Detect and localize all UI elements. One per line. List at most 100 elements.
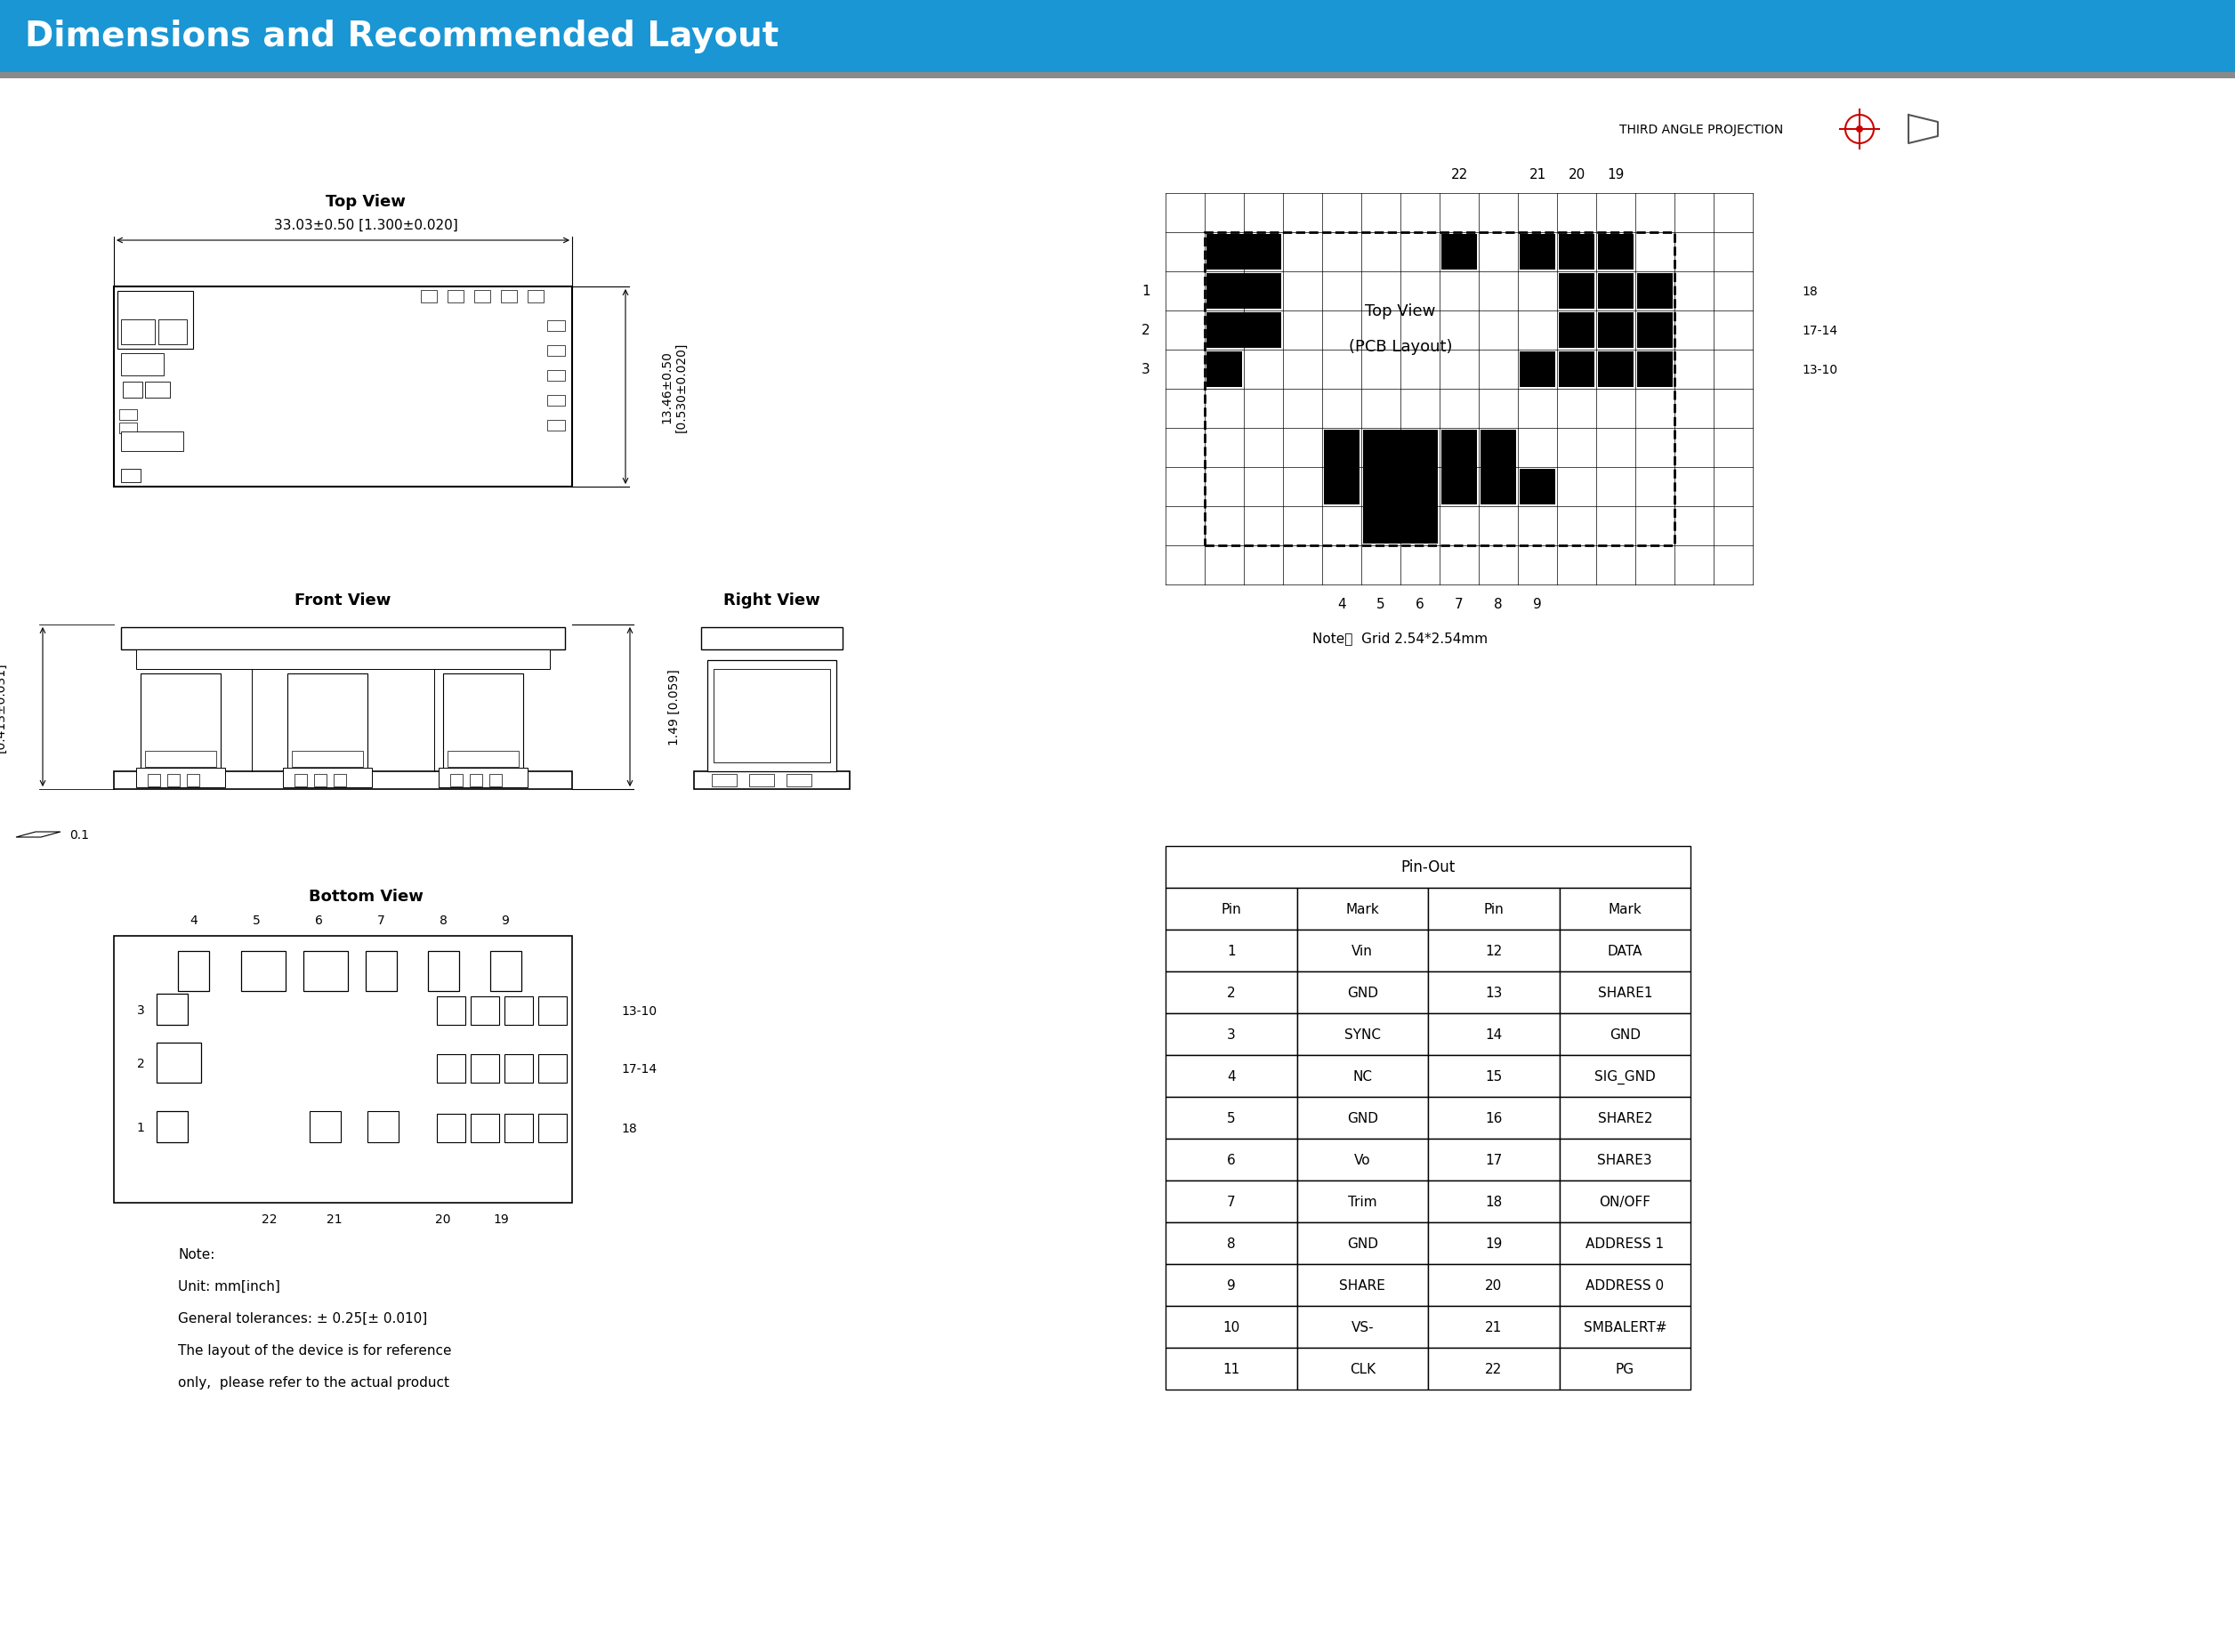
Bar [1207,312,1281,349]
Bar [145,752,217,767]
Text: 2: 2 [1227,986,1236,999]
Text: 9: 9 [1533,598,1542,611]
Bar [1296,1056,1428,1097]
Bar [367,1112,398,1143]
Bar [148,775,161,786]
Bar [702,628,843,649]
Bar [304,952,349,991]
Bar [114,771,572,790]
Bar [136,649,550,669]
Bar [1296,1348,1428,1389]
Text: SMBALERT#: SMBALERT# [1582,1320,1667,1333]
Bar [1207,352,1243,388]
Bar [311,1112,340,1143]
Bar [539,1113,568,1143]
Bar [438,768,527,788]
Text: 13.46±0.50
[0.530±0.020]: 13.46±0.50 [0.530±0.020] [662,342,688,433]
Bar [1164,1307,1296,1348]
Text: 13: 13 [1484,986,1502,999]
Bar [1164,1222,1296,1264]
Bar [1636,274,1672,309]
Text: 7: 7 [1227,1194,1236,1208]
Bar [427,952,458,991]
Text: 8: 8 [1493,598,1502,611]
Bar [474,291,489,304]
Text: 8: 8 [1227,1237,1236,1251]
Bar [695,771,849,790]
Text: 33.03±0.50 [1.300±0.020]: 33.03±0.50 [1.300±0.020] [275,218,458,231]
Bar [787,775,811,786]
Text: Vin: Vin [1352,945,1372,958]
Bar [156,995,188,1026]
Bar [121,469,141,482]
Text: 17-14: 17-14 [621,1062,657,1075]
Bar [121,433,183,451]
Bar [1164,1264,1296,1307]
Bar [141,674,221,771]
Text: 22: 22 [1451,167,1468,182]
Text: Top View: Top View [1366,304,1435,319]
Bar [1598,274,1634,309]
Bar [123,382,143,398]
Bar [333,775,346,786]
Text: (PCB Layout): (PCB Layout) [1348,339,1453,355]
Text: Mark: Mark [1345,902,1379,915]
Text: Top View: Top View [326,193,407,210]
Bar [1296,1307,1428,1348]
Bar [505,1054,532,1084]
Text: 5: 5 [1377,598,1386,611]
Bar [548,320,565,332]
Bar [711,775,738,786]
Bar [114,287,572,487]
Bar [706,661,836,771]
Text: 9: 9 [501,914,510,927]
Text: 4: 4 [1227,1069,1236,1084]
Bar [1164,1014,1296,1056]
Bar [1558,352,1594,388]
Bar [436,1054,465,1084]
Bar [121,354,163,377]
Text: 13-10: 13-10 [1801,363,1837,377]
Text: Dimensions and Recommended Layout: Dimensions and Recommended Layout [25,20,778,53]
Bar [1428,1264,1560,1307]
Bar [443,674,523,771]
Text: ON/OFF: ON/OFF [1598,1194,1652,1208]
Text: CLK: CLK [1350,1363,1375,1376]
Bar [145,382,170,398]
Bar [1520,235,1556,271]
Bar [1428,930,1560,971]
Text: General tolerances: ± 0.25[± 0.010]: General tolerances: ± 0.25[± 0.010] [179,1312,427,1325]
Polygon shape [16,833,60,838]
Bar [1442,430,1477,506]
Bar [749,775,773,786]
Text: 12: 12 [1484,945,1502,958]
Text: GND: GND [1609,1028,1640,1041]
Bar [1296,1097,1428,1138]
Bar [1296,1181,1428,1222]
Text: Mark: Mark [1607,902,1643,915]
Bar [1296,1222,1428,1264]
Bar [472,1054,498,1084]
Bar [1164,1056,1296,1097]
Bar [118,423,136,434]
Bar [1560,930,1690,971]
Bar [1164,1097,1296,1138]
Bar [1428,1307,1560,1348]
Bar [295,775,306,786]
Text: 3: 3 [1227,1028,1236,1041]
Bar [1558,312,1594,349]
Bar [469,775,483,786]
Text: 16: 16 [1484,1112,1502,1125]
Bar [472,1113,498,1143]
Bar [118,410,136,421]
Bar [548,370,565,382]
Text: only,  please refer to the actual product: only, please refer to the actual product [179,1376,449,1389]
Text: 17: 17 [1484,1153,1502,1166]
Bar [159,320,188,345]
Text: 18: 18 [1801,286,1817,297]
Text: NC: NC [1352,1069,1372,1084]
Text: 10.49±0.80
[0.413±0.031]: 10.49±0.80 [0.413±0.031] [0,662,7,752]
Text: 5: 5 [253,914,259,927]
Bar [505,996,532,1026]
Bar [1520,469,1556,506]
